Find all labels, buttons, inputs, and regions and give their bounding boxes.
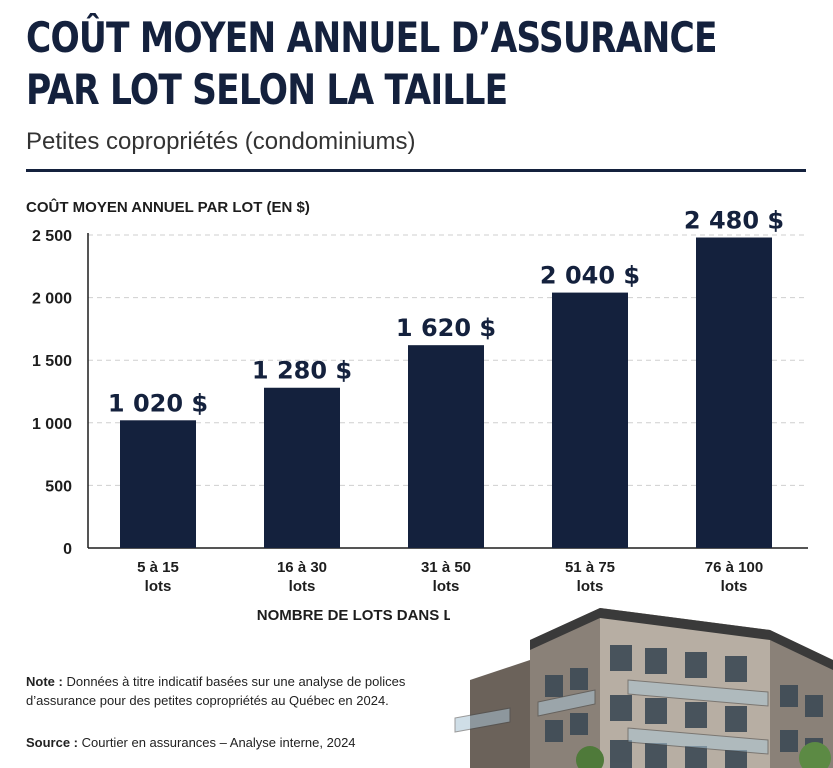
x-tick-label: 16 à 30: [277, 559, 327, 576]
x-tick-label: 31 à 50: [421, 559, 471, 576]
source-text: Courtier en assurances – Analyse interne…: [81, 735, 356, 750]
bar-value-label: 2 480 $: [684, 207, 784, 235]
note-text: Données à titre indicatif basées sur une…: [26, 674, 406, 708]
source-line: Source : Courtier en assurances – Analys…: [26, 733, 426, 752]
x-tick-label: 5 à 15: [137, 559, 179, 576]
x-tick-label-unit: lots: [433, 578, 460, 595]
x-tick-label-unit: lots: [577, 578, 604, 595]
y-axis-title: COÛT MOYEN ANNUEL PAR LOT (EN $): [26, 198, 310, 216]
x-tick-label-unit: lots: [289, 578, 316, 595]
bar-value-label: 2 040 $: [540, 262, 640, 290]
title-divider: [26, 169, 806, 172]
chart-title: COÛT MOYEN ANNUEL D’ASSURANCE PAR LOT SE…: [26, 12, 718, 116]
x-tick-label: 51 à 75: [565, 559, 615, 576]
note-label: Note :: [26, 674, 63, 689]
bar-value-label: 1 280 $: [252, 357, 352, 385]
y-tick-label: 2 500: [32, 228, 72, 245]
bar-chart: COÛT MOYEN ANNUEL PAR LOT (EN $) 0 500 1 00…: [26, 198, 808, 595]
chart-subtitle: Petites copropriétés (condominiums): [26, 128, 416, 155]
x-tick-label: 76 à 100: [705, 559, 763, 576]
bar: [696, 237, 772, 548]
title-line-1: COÛT MOYEN ANNUEL D’ASSURANCE: [26, 13, 718, 62]
y-tick-label: 2 000: [32, 291, 72, 308]
y-tick-label: 500: [45, 478, 72, 495]
title-line-2: PAR LOT SELON LA TAILLE: [26, 65, 508, 114]
bar: [408, 345, 484, 548]
bar: [264, 387, 340, 548]
y-tick-label: 1 500: [32, 353, 72, 370]
x-tick-label-unit: lots: [145, 578, 172, 595]
condo-building-image: [450, 600, 833, 768]
y-tick-label: 1 000: [32, 416, 72, 433]
footnote: Note : Données à titre indicatif basées …: [26, 672, 426, 710]
source-label: Source :: [26, 735, 79, 750]
bar-value-label: 1 620 $: [396, 314, 496, 342]
bar: [120, 420, 196, 548]
bar: [552, 292, 628, 548]
bar-value-label: 1 020 $: [108, 389, 208, 417]
y-tick-label: 0: [63, 541, 72, 558]
x-tick-label-unit: lots: [721, 578, 748, 595]
